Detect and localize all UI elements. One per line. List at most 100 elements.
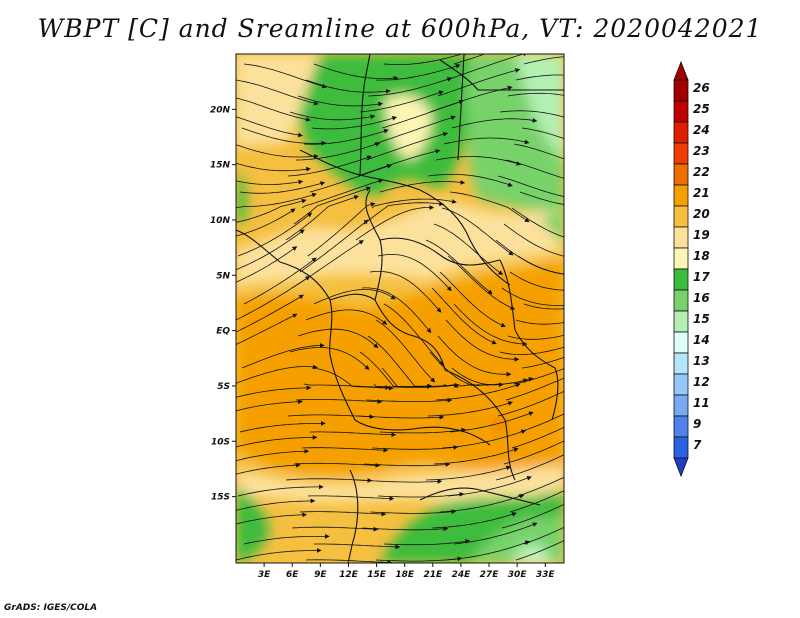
streamline [236, 448, 310, 462]
streamline [241, 343, 325, 369]
streamline [519, 413, 564, 433]
colorbar-label: 16 [693, 291, 710, 305]
wbpt-23-spot [495, 420, 505, 430]
streamline [507, 92, 564, 97]
streamline [236, 144, 319, 159]
streamline [383, 303, 445, 366]
lon-tick-label: 27E [480, 570, 500, 580]
streamline [453, 54, 487, 65]
lon-tick-label: 6E [286, 570, 299, 580]
colorbar-bottom-arrow [673, 457, 689, 478]
streamline [369, 509, 457, 515]
streamline [293, 462, 381, 468]
country-border [354, 419, 491, 446]
streamline [236, 462, 301, 475]
wbpt-17-east [540, 210, 564, 250]
colorbar-segment [673, 163, 689, 186]
streamline [505, 377, 564, 401]
wbpt-16-northeast [515, 54, 564, 160]
streamline [371, 445, 459, 450]
streamline [299, 219, 369, 273]
streamline [509, 271, 564, 291]
streamline [299, 511, 387, 517]
grads-credit: GrADS: IGES/COLA [4, 603, 98, 613]
streamline [236, 498, 316, 511]
colorbar-segment [673, 100, 689, 123]
streamline [361, 287, 432, 334]
colorbar-label: 21 [693, 186, 710, 200]
streamline [517, 476, 564, 497]
colorbar-label: 13 [693, 354, 710, 368]
colorbar-segment [673, 289, 689, 312]
streamline [310, 431, 397, 438]
streamline [236, 198, 307, 223]
lat-tick-label: EQ [216, 327, 230, 337]
streamline [435, 156, 522, 166]
colorbar-label: 14 [693, 333, 710, 347]
lon-axis: 3E 6E 9E 12E 15E 18E 21E 24E 27E 30E 33E [258, 563, 556, 580]
lon-tick-label: 24E [452, 570, 472, 580]
colorbar: 26 25 24 23 22 21 20 19 18 17 16 15 14 13 12 11 9 7 [673, 60, 710, 478]
streamline [375, 63, 461, 81]
colorbar-label: 22 [693, 165, 710, 179]
colorbar-segment [673, 121, 689, 144]
colorbar-label: 19 [693, 228, 710, 242]
streamline [381, 99, 464, 129]
wbpt-17-west [236, 170, 247, 225]
country-border [499, 259, 516, 331]
streamline [375, 319, 436, 383]
colorbar-label: 17 [693, 270, 710, 284]
streamline [236, 162, 311, 172]
lon-tick-label: 33E [536, 570, 556, 580]
streamline [433, 447, 519, 465]
colorbar-segment [673, 79, 689, 102]
streamline [287, 414, 375, 420]
streamline [375, 556, 463, 562]
lat-axis: 20N 15N 10N 5N EQ 5S 10S 15S [210, 105, 236, 503]
wbpt-14-south [525, 555, 545, 563]
country-border [444, 369, 516, 481]
streamline [367, 77, 453, 97]
streamline [297, 95, 384, 107]
streamline [295, 399, 383, 404]
streamline [236, 246, 298, 283]
streamline [431, 287, 497, 345]
map-frame [235, 53, 565, 564]
streamline [293, 186, 372, 225]
colorbar-label: 23 [693, 144, 710, 158]
streamline [507, 334, 564, 340]
streamline [383, 54, 470, 65]
streamline [355, 479, 443, 484]
streamline [499, 110, 564, 118]
colorbar-segment [673, 226, 689, 249]
streamline [427, 173, 513, 187]
streamline [355, 205, 435, 241]
streamline [453, 522, 538, 545]
colorbar-segment [673, 184, 689, 207]
wbpt-19-north [236, 200, 564, 290]
colorbar-label: 9 [693, 417, 701, 431]
streamline [236, 276, 311, 321]
country-border [379, 237, 501, 266]
streamline [296, 142, 381, 161]
streamline [236, 364, 318, 384]
streamline [365, 131, 449, 161]
streamline [521, 357, 564, 369]
country-border [329, 293, 446, 371]
streamline [305, 559, 393, 563]
colorbar-segment [673, 268, 689, 291]
lat-tick-label: 20N [210, 105, 231, 115]
streamline [239, 421, 326, 433]
colorbar-label: 15 [693, 312, 710, 326]
streamline [363, 462, 451, 467]
country-border [359, 54, 371, 176]
streamline [305, 79, 391, 94]
lon-tick-label: 30E [508, 570, 528, 580]
streamline [303, 383, 391, 390]
colorbar-label: 26 [693, 81, 710, 95]
colorbar-segment [673, 247, 689, 270]
streamline [521, 127, 564, 139]
map-area [236, 54, 564, 563]
streamline [443, 378, 529, 387]
